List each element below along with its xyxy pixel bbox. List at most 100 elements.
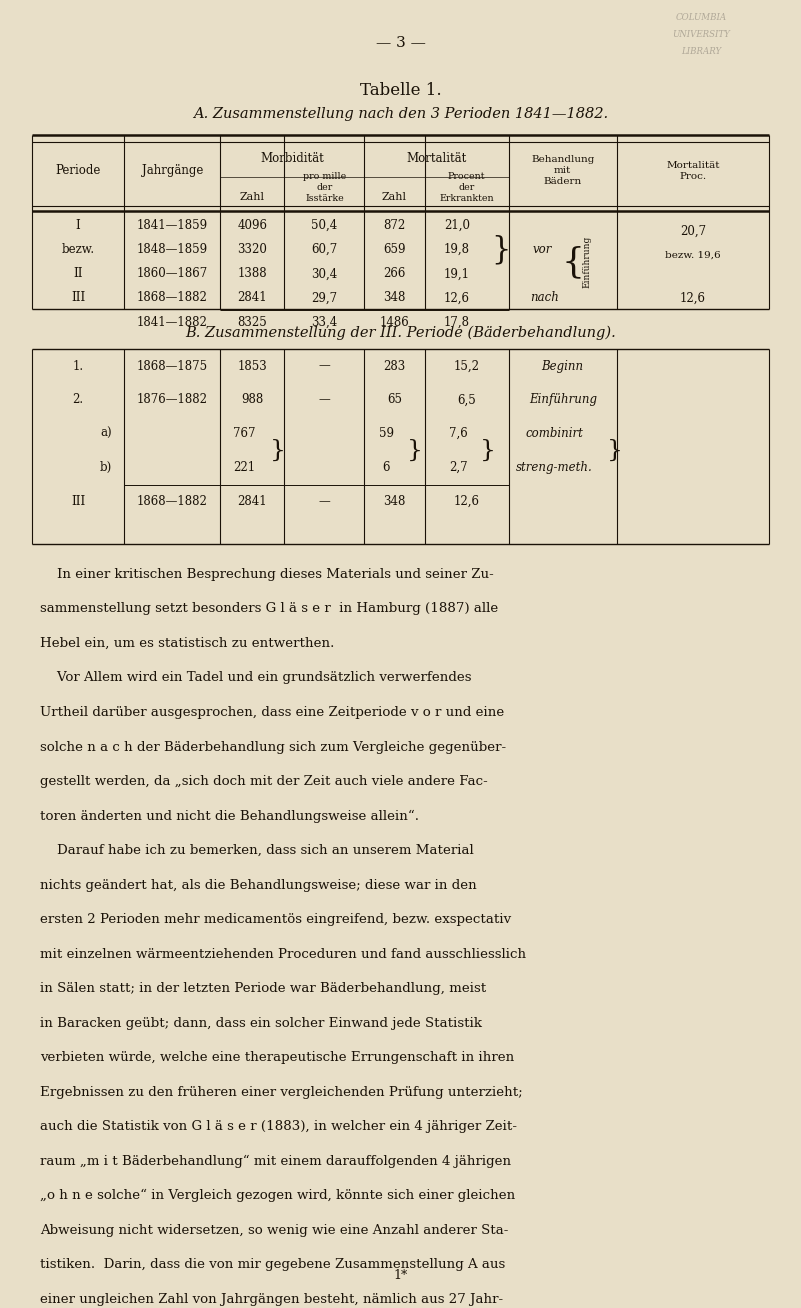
Text: Procent
der
Erkrankten: Procent der Erkrankten — [439, 171, 494, 203]
Text: LIBRARY: LIBRARY — [681, 47, 721, 56]
Text: Zahl: Zahl — [382, 192, 407, 201]
Text: Periode: Periode — [55, 164, 101, 177]
Text: Mortalität
Proc.: Mortalität Proc. — [666, 161, 719, 181]
Text: 33,4: 33,4 — [312, 315, 337, 328]
Text: 2841: 2841 — [238, 494, 267, 508]
Text: In einer kritischen Besprechung dieses Materials und seiner Zu-: In einer kritischen Besprechung dieses M… — [40, 568, 493, 581]
Text: 1853: 1853 — [237, 360, 268, 373]
Text: Morbidität: Morbidität — [260, 153, 324, 165]
Text: b): b) — [100, 462, 112, 473]
Text: „o h n e solche“ in Vergleich gezogen wird, könnte sich einer gleichen: „o h n e solche“ in Vergleich gezogen wi… — [40, 1189, 515, 1202]
Text: 12,6: 12,6 — [444, 292, 470, 305]
Text: }: } — [607, 439, 623, 462]
Text: 17,8: 17,8 — [444, 315, 470, 328]
Text: 29,7: 29,7 — [312, 292, 337, 305]
Text: —: — — [319, 394, 330, 407]
Text: 21,0: 21,0 — [444, 220, 470, 232]
Text: Einführung: Einführung — [582, 235, 591, 288]
Text: 1388: 1388 — [238, 267, 267, 280]
Text: 767: 767 — [233, 428, 256, 441]
Text: Urtheil darüber ausgesprochen, dass eine Zeitperiode v o r und eine: Urtheil darüber ausgesprochen, dass eine… — [40, 706, 505, 719]
Text: }: } — [408, 439, 423, 462]
Text: 12,6: 12,6 — [453, 494, 480, 508]
Text: UNIVERSITY: UNIVERSITY — [672, 30, 730, 39]
Text: Mortalität: Mortalität — [406, 153, 467, 165]
Text: 1*: 1* — [393, 1269, 408, 1282]
Text: solche n a c h der Bäderbehandlung sich zum Vergleiche gegenüber-: solche n a c h der Bäderbehandlung sich … — [40, 740, 506, 753]
Text: III: III — [71, 292, 85, 305]
Text: in Baracken geübt; dann, dass ein solcher Einwand jede Statistik: in Baracken geübt; dann, dass ein solche… — [40, 1016, 482, 1029]
Text: 8325: 8325 — [237, 315, 268, 328]
Text: 872: 872 — [384, 220, 405, 232]
Text: 15,2: 15,2 — [453, 360, 480, 373]
Text: 1848—1859: 1848—1859 — [137, 243, 207, 256]
Text: toren änderten und nicht die Behandlungsweise allein“.: toren änderten und nicht die Behandlungs… — [40, 810, 419, 823]
Text: 221: 221 — [233, 462, 256, 473]
Text: sammenstellung setzt besonders G l ä s e r  in Hamburg (1887) alle: sammenstellung setzt besonders G l ä s e… — [40, 603, 498, 616]
Text: I: I — [76, 220, 80, 232]
Text: Behandlung
mit
Bädern: Behandlung mit Bädern — [531, 156, 594, 186]
Text: in Sälen statt; in der letzten Periode war Bäderbehandlung, meist: in Sälen statt; in der letzten Periode w… — [40, 982, 486, 995]
Text: 19,1: 19,1 — [444, 267, 470, 280]
Text: 988: 988 — [241, 394, 264, 407]
Text: }: } — [491, 234, 510, 266]
Text: a): a) — [100, 428, 112, 441]
Text: — 3 —: — 3 — — [376, 37, 425, 51]
Text: II: II — [74, 267, 83, 280]
Text: 7,6: 7,6 — [449, 428, 468, 441]
Text: }: } — [479, 439, 495, 462]
Text: 3320: 3320 — [237, 243, 268, 256]
Text: 20,7: 20,7 — [680, 225, 706, 237]
Text: 283: 283 — [384, 360, 405, 373]
Text: combinirt: combinirt — [525, 428, 584, 441]
Text: mit einzelnen wärmeentziehenden Proceduren und fand ausschliesslich: mit einzelnen wärmeentziehenden Procedur… — [40, 947, 526, 960]
Text: Abweisung nicht widersetzen, so wenig wie eine Anzahl anderer Sta-: Abweisung nicht widersetzen, so wenig wi… — [40, 1224, 509, 1237]
Text: 1486: 1486 — [380, 315, 409, 328]
Text: 6,5: 6,5 — [457, 394, 476, 407]
Text: 1841—1882: 1841—1882 — [137, 315, 207, 328]
Text: Hebel ein, um es statistisch zu entwerthen.: Hebel ein, um es statistisch zu entwerth… — [40, 637, 335, 650]
Text: Ergebnissen zu den früheren einer vergleichenden Prüfung unterzieht;: Ergebnissen zu den früheren einer vergle… — [40, 1086, 523, 1099]
Text: 1868—1882: 1868—1882 — [137, 292, 207, 305]
Text: Zahl: Zahl — [239, 192, 265, 201]
Text: 1868—1875: 1868—1875 — [137, 360, 207, 373]
Text: 12,6: 12,6 — [680, 292, 706, 305]
Text: 30,4: 30,4 — [312, 267, 337, 280]
Text: COLUMBIA: COLUMBIA — [675, 13, 727, 22]
Text: }: } — [270, 439, 286, 462]
Text: bezw.: bezw. — [62, 243, 95, 256]
Text: 65: 65 — [387, 394, 402, 407]
Text: gestellt werden, da „sich doch mit der Zeit auch viele andere Fac-: gestellt werden, da „sich doch mit der Z… — [40, 776, 488, 787]
Text: Beginn: Beginn — [541, 360, 584, 373]
Text: tistiken.  Darin, dass die von mir gegebene Zusammenstellung A aus: tistiken. Darin, dass die von mir gegebe… — [40, 1258, 505, 1271]
Text: Jahrgänge: Jahrgänge — [142, 164, 203, 177]
Text: A. Zusammenstellung nach den 3 Perioden 1841—1882.: A. Zusammenstellung nach den 3 Perioden … — [193, 107, 608, 120]
Text: —: — — [319, 494, 330, 508]
Text: 659: 659 — [383, 243, 406, 256]
Text: 1860—1867: 1860—1867 — [137, 267, 207, 280]
Text: —: — — [319, 360, 330, 373]
Text: 59: 59 — [379, 428, 394, 441]
Text: 348: 348 — [384, 292, 405, 305]
Text: nichts geändert hat, als die Behandlungsweise; diese war in den: nichts geändert hat, als die Behandlungs… — [40, 879, 477, 892]
Text: III: III — [71, 494, 85, 508]
Text: ersten 2 Perioden mehr medicamentös eingreifend, bezw. exspectativ: ersten 2 Perioden mehr medicamentös eing… — [40, 913, 511, 926]
Text: bezw. 19,6: bezw. 19,6 — [665, 250, 721, 259]
Text: einer ungleichen Zahl von Jahrgängen besteht, nämlich aus 27 Jahr-: einer ungleichen Zahl von Jahrgängen bes… — [40, 1292, 503, 1305]
Text: 6: 6 — [383, 462, 390, 473]
Text: 348: 348 — [384, 494, 405, 508]
Text: vor: vor — [533, 243, 553, 256]
Text: 1.: 1. — [73, 360, 83, 373]
Text: 2841: 2841 — [238, 292, 267, 305]
Text: auch die Statistik von G l ä s e r (1883), in welcher ein 4 jähriger Zeit-: auch die Statistik von G l ä s e r (1883… — [40, 1120, 517, 1133]
Text: Vor Allem wird ein Tadel und ein grundsätzlich verwerfendes: Vor Allem wird ein Tadel und ein grundsä… — [40, 671, 472, 684]
Text: Einführung: Einführung — [529, 394, 597, 407]
Text: verbieten würde, welche eine therapeutische Errungenschaft in ihren: verbieten würde, welche eine therapeutis… — [40, 1052, 514, 1065]
Text: 266: 266 — [384, 267, 405, 280]
Text: 2.: 2. — [73, 394, 83, 407]
Text: B. Zusammenstellung der III. Periode (Bäderbehandlung).: B. Zusammenstellung der III. Periode (Bä… — [185, 326, 616, 340]
Text: Darauf habe ich zu bemerken, dass sich an unserem Material: Darauf habe ich zu bemerken, dass sich a… — [40, 844, 474, 857]
Text: 19,8: 19,8 — [444, 243, 470, 256]
Text: {: { — [561, 245, 584, 279]
Text: raum „m i t Bäderbehandlung“ mit einem darauffolgenden 4 jährigen: raum „m i t Bäderbehandlung“ mit einem d… — [40, 1155, 511, 1168]
